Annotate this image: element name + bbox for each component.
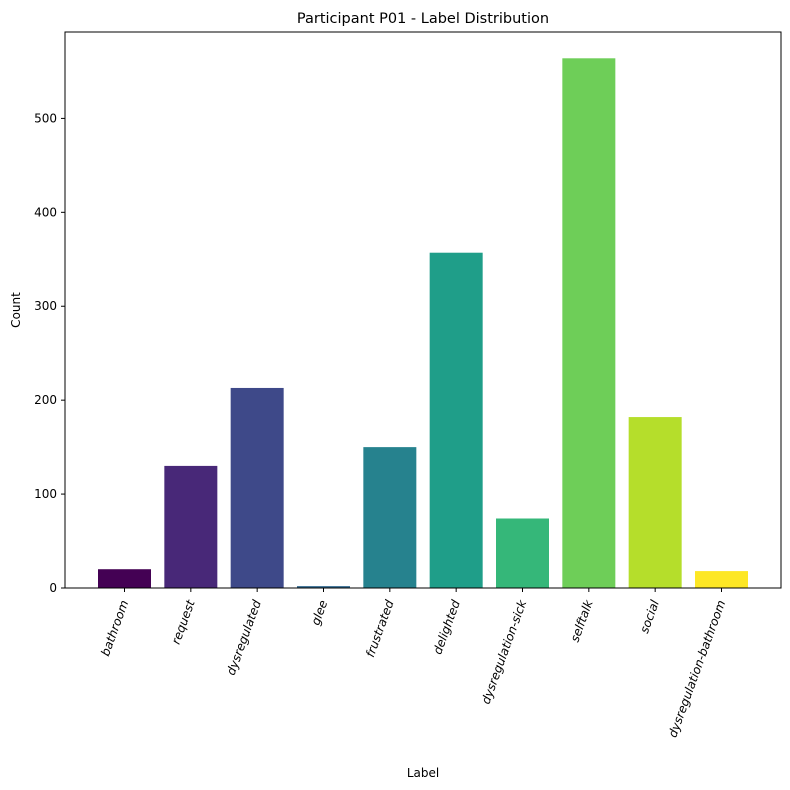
bar-request [164,465,218,588]
x-tick-label: request [169,597,198,646]
y-tick-label: 100 [34,487,57,501]
chart-title: Participant P01 - Label Distribution [297,11,549,27]
x-tick-label: social [637,598,662,636]
bar-frustrated [363,447,417,588]
plot-frame [64,31,782,589]
y-tick-label: 300 [34,299,57,313]
bar-selftalk [562,58,616,588]
x-tick-label: selftalk [568,597,596,644]
x-tick-label: dysregulation-sick [479,597,530,706]
x-tick-label: bathroom [98,598,131,658]
y-tick-label: 0 [49,581,57,595]
bar-dysregulation-bathroom [695,571,748,588]
x-tick-label: frustrated [363,598,397,659]
bar-glee [297,586,350,588]
x-axis-label: Label [407,766,439,780]
y-axis-label: Count [9,292,23,328]
x-tick-label: dysregulation-bathroom [666,598,729,739]
y-axis: 0 100 200 300 400 500 [34,111,65,595]
bar-bathroom [98,569,151,588]
bar-dysregulated [230,387,284,588]
y-tick-label: 400 [34,205,57,219]
x-tick-label: glee [308,598,330,627]
bars-group [98,58,748,588]
bar-delighted [429,252,483,588]
x-axis: bathroom request dysregulated glee frustrate… [98,588,728,739]
bar-dysregulation-sick [496,518,549,588]
bar-social [628,417,682,588]
x-tick-label: delighted [430,598,463,656]
x-tick-label: dysregulated [224,598,264,677]
y-tick-label: 500 [34,111,57,125]
y-tick-label: 200 [34,393,57,407]
